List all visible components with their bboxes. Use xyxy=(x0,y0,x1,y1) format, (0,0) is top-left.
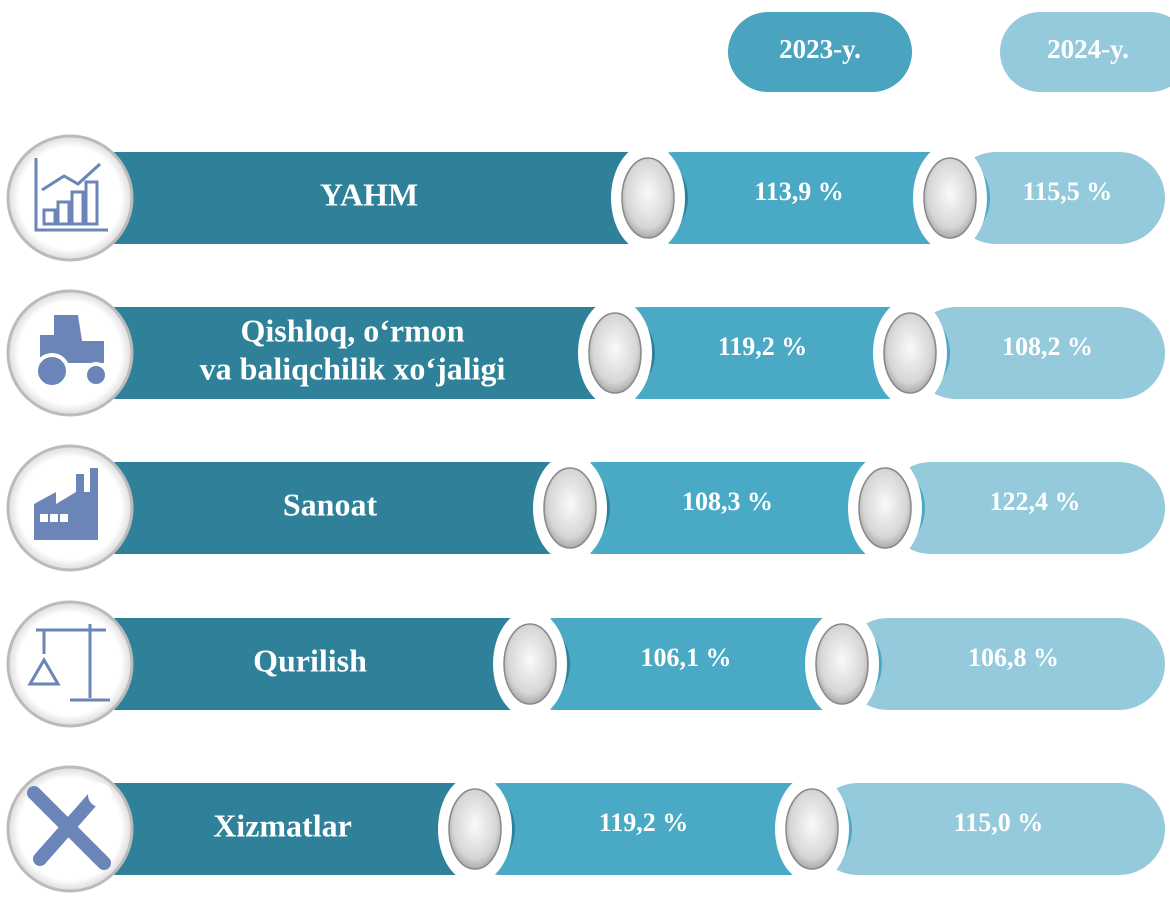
row-label: Qurilish xyxy=(253,642,367,678)
icon xyxy=(40,315,104,363)
icon xyxy=(84,180,99,226)
value-2024: 106,8 % xyxy=(968,643,1059,672)
ring-inner xyxy=(543,467,597,549)
row-label: va baliqchilik xo‘jaligi xyxy=(200,350,506,386)
icon xyxy=(50,514,58,522)
bar-label xyxy=(70,783,515,875)
value-2023: 119,2 % xyxy=(599,808,689,837)
icon xyxy=(27,784,111,870)
bar-2024 xyxy=(885,462,1165,554)
value-2023: 108,3 % xyxy=(682,487,773,516)
ring-inner xyxy=(923,157,977,239)
ring-inner xyxy=(448,788,502,870)
row-label: YAHM xyxy=(320,176,418,212)
bar-2023 xyxy=(628,152,990,244)
value-2024: 115,5 % xyxy=(1023,177,1113,206)
icon xyxy=(60,514,68,522)
bar-label xyxy=(70,307,655,399)
ring-inner xyxy=(785,788,839,870)
bar-2024 xyxy=(950,152,1165,244)
row-label: Sanoat xyxy=(283,486,378,522)
icon xyxy=(40,514,48,522)
bar-2024 xyxy=(812,783,1165,875)
bar-2024 xyxy=(910,307,1165,399)
value-2024: 122,4 % xyxy=(990,487,1081,516)
bar-2023 xyxy=(550,462,925,554)
value-2023: 106,1 % xyxy=(641,643,732,672)
year-label: 2023-y. xyxy=(779,34,861,64)
year-pill xyxy=(1000,12,1170,92)
ring-inner xyxy=(588,312,642,394)
icon xyxy=(70,190,85,226)
ring-inner xyxy=(858,467,912,549)
row: Qurilish 106,1 % 106,8 % xyxy=(6,600,1165,728)
bar-2023 xyxy=(595,307,950,399)
icon xyxy=(41,162,102,192)
ring-inner xyxy=(815,623,869,705)
value-2024: 115,0 % xyxy=(954,808,1044,837)
value-2023: 119,2 % xyxy=(718,332,808,361)
ring-inner xyxy=(503,623,557,705)
bar-2023 xyxy=(510,618,882,710)
value-2023: 113,9 % xyxy=(754,177,844,206)
bar-label xyxy=(70,462,610,554)
bar-2023 xyxy=(455,783,852,875)
bar-2024 xyxy=(842,618,1165,710)
icon-circle xyxy=(6,134,134,262)
icon xyxy=(88,783,112,807)
year-pill xyxy=(728,12,912,92)
row-label: Xizmatlar xyxy=(213,807,352,843)
ring-inner xyxy=(621,157,675,239)
icon xyxy=(34,158,108,232)
icon xyxy=(27,624,110,702)
value-2024: 108,2 % xyxy=(1002,332,1093,361)
row-label: Qishloq, o‘rmon xyxy=(240,312,464,348)
bar-label xyxy=(70,618,570,710)
row: Xizmatlar 119,2 % 115,0 % xyxy=(6,765,1165,893)
row: YAHM 113,9 % 115,5 % xyxy=(6,134,1165,262)
icon xyxy=(34,353,70,389)
ring-inner xyxy=(883,312,937,394)
row: Sanoat 108,3 % 122,4 % xyxy=(6,444,1165,572)
icon xyxy=(56,200,71,226)
icon xyxy=(83,362,109,388)
icon xyxy=(42,208,57,226)
bar-label xyxy=(70,152,688,244)
icon-circle xyxy=(6,600,134,728)
year-label: 2024-y. xyxy=(1047,34,1129,64)
